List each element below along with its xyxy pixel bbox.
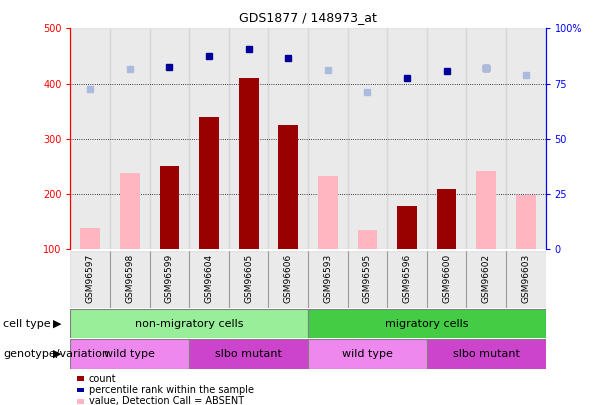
Bar xyxy=(348,251,387,308)
Bar xyxy=(268,251,308,308)
Bar xyxy=(268,28,308,249)
Bar xyxy=(427,339,546,369)
Text: GSM96598: GSM96598 xyxy=(126,254,134,303)
Text: GSM96597: GSM96597 xyxy=(86,254,95,303)
Bar xyxy=(427,251,466,308)
Bar xyxy=(387,28,427,249)
Bar xyxy=(189,251,229,308)
Bar xyxy=(318,176,338,249)
Bar xyxy=(110,251,150,308)
Bar xyxy=(70,251,110,308)
Text: GSM96595: GSM96595 xyxy=(363,254,372,303)
Bar xyxy=(308,339,427,369)
Text: wild type: wild type xyxy=(342,349,393,359)
Text: percentile rank within the sample: percentile rank within the sample xyxy=(89,385,254,395)
Text: GSM96593: GSM96593 xyxy=(323,254,332,303)
Text: GSM96604: GSM96604 xyxy=(205,254,213,303)
Text: migratory cells: migratory cells xyxy=(385,319,468,328)
Text: ▶: ▶ xyxy=(53,349,61,359)
Bar xyxy=(348,28,387,249)
Bar xyxy=(159,166,180,249)
Text: slbo mutant: slbo mutant xyxy=(215,349,282,359)
Text: GSM96606: GSM96606 xyxy=(284,254,293,303)
Bar xyxy=(70,339,189,369)
Text: count: count xyxy=(89,374,116,384)
Text: cell type: cell type xyxy=(3,319,51,328)
Text: genotype/variation: genotype/variation xyxy=(3,349,109,359)
Bar xyxy=(308,251,348,308)
Bar xyxy=(466,28,506,249)
Bar xyxy=(466,251,506,308)
Title: GDS1877 / 148973_at: GDS1877 / 148973_at xyxy=(239,11,377,24)
Text: GSM96602: GSM96602 xyxy=(482,254,490,303)
Bar xyxy=(189,28,229,249)
Bar xyxy=(357,230,378,249)
Bar xyxy=(229,28,268,249)
Text: GSM96596: GSM96596 xyxy=(403,254,411,303)
Bar xyxy=(150,28,189,249)
Bar xyxy=(150,251,189,308)
Bar xyxy=(120,173,140,249)
Bar xyxy=(70,28,110,249)
Text: non-migratory cells: non-migratory cells xyxy=(135,319,243,328)
Text: wild type: wild type xyxy=(104,349,155,359)
Bar xyxy=(199,117,219,249)
Text: slbo mutant: slbo mutant xyxy=(453,349,520,359)
Bar xyxy=(506,251,546,308)
Text: ▶: ▶ xyxy=(53,319,61,328)
Text: GSM96600: GSM96600 xyxy=(442,254,451,303)
Bar xyxy=(308,309,546,338)
Text: GSM96599: GSM96599 xyxy=(165,254,174,303)
Bar xyxy=(397,206,417,249)
Bar xyxy=(516,195,536,249)
Bar xyxy=(238,78,259,249)
Bar xyxy=(436,190,457,249)
Bar xyxy=(427,28,466,249)
Bar xyxy=(189,339,308,369)
Bar xyxy=(506,28,546,249)
Bar xyxy=(70,309,308,338)
Bar xyxy=(229,251,268,308)
Text: GSM96605: GSM96605 xyxy=(244,254,253,303)
Bar xyxy=(308,28,348,249)
Bar xyxy=(278,125,298,249)
Text: GSM96603: GSM96603 xyxy=(521,254,530,303)
Bar xyxy=(80,228,100,249)
Bar xyxy=(476,171,496,249)
Bar xyxy=(110,28,150,249)
Bar xyxy=(387,251,427,308)
Text: value, Detection Call = ABSENT: value, Detection Call = ABSENT xyxy=(89,396,244,405)
